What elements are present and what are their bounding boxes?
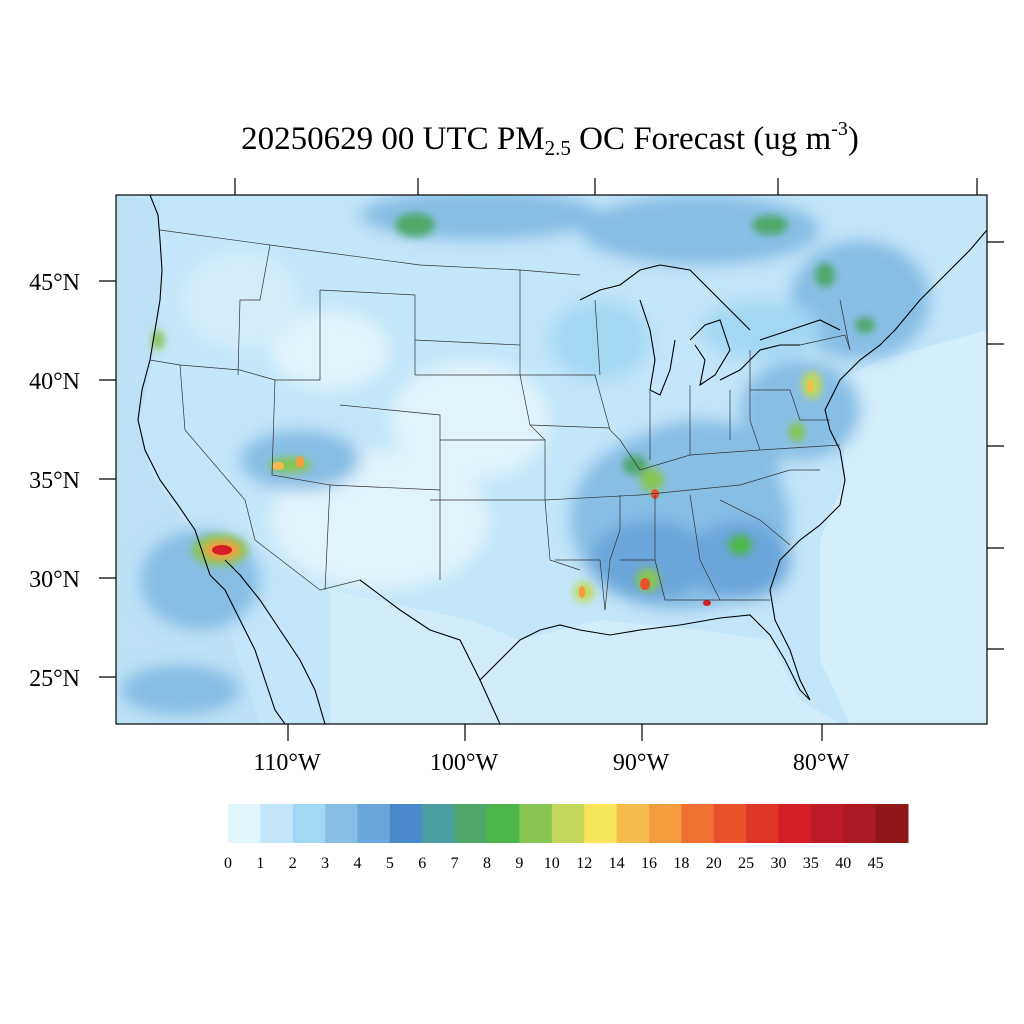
colorbar-swatch xyxy=(551,804,585,843)
colorbar-tick-label: 0 xyxy=(224,855,232,872)
title-subscript: 2.5 xyxy=(544,136,571,160)
right-ticks xyxy=(987,241,1004,650)
colorbar-tick-label: 18 xyxy=(673,855,689,872)
top-ticks xyxy=(234,178,978,195)
state-borders xyxy=(149,229,851,611)
colorbar-swatch xyxy=(616,804,650,843)
longitude-labels: 110°W 100°W 90°W 80°W xyxy=(253,750,849,776)
colorbar-tick-label: 45 xyxy=(868,855,884,872)
colorbar-swatch xyxy=(292,804,326,843)
title-suffix: ) xyxy=(847,121,859,157)
title-superscript: -3 xyxy=(831,118,848,140)
colorbar-tick-label: 2 xyxy=(289,855,297,872)
map-title: 20250629 00 UTC PM2.5 OC Forecast (ug m-… xyxy=(0,118,1024,161)
atlantic-ocean-area xyxy=(820,330,987,724)
colorbar-swatch xyxy=(778,804,812,843)
gulf-of-mexico-area xyxy=(330,590,840,724)
lat-label-40n: 40°N xyxy=(29,369,80,395)
colorbar-tick-label: 16 xyxy=(641,855,657,872)
colorbar-tick-label: 9 xyxy=(515,855,523,872)
colorbar-swatch xyxy=(357,804,391,843)
colorbar-tick-label: 35 xyxy=(803,855,819,872)
lon-label-100w: 100°W xyxy=(430,750,499,776)
colorbar xyxy=(228,804,909,843)
colorbar-swatch xyxy=(875,804,909,843)
colorbar-swatch xyxy=(843,804,877,843)
lat-label-30n: 30°N xyxy=(29,567,80,593)
colorbar-swatch xyxy=(584,804,618,843)
colorbar-swatch xyxy=(810,804,844,843)
lat-label-45n: 45°N xyxy=(29,270,80,296)
title-prefix: 20250629 00 UTC PM xyxy=(241,121,545,157)
lon-label-90w: 90°W xyxy=(613,750,670,776)
colorbar-tick-label: 3 xyxy=(321,855,329,872)
colorbar-tick-label: 6 xyxy=(418,855,426,872)
colorbar-swatch xyxy=(713,804,747,843)
colorbar-swatch xyxy=(681,804,715,843)
colorbar-tick-label: 4 xyxy=(354,855,362,872)
lat-label-25n: 25°N xyxy=(29,666,80,692)
colorbar-swatch xyxy=(746,804,779,843)
colorbar-swatch xyxy=(260,804,294,843)
colorbar-tick-label: 20 xyxy=(706,855,722,872)
map-field xyxy=(116,195,987,724)
colorbar-swatch xyxy=(454,804,488,843)
hotspot-cores xyxy=(212,380,813,606)
lon-label-80w: 80°W xyxy=(793,750,850,776)
latitude-labels: 45°N 40°N 35°N 30°N 25°N xyxy=(29,270,80,692)
lat-label-35n: 35°N xyxy=(29,468,80,494)
lon-label-110w: 110°W xyxy=(253,750,321,776)
title-middle: OC Forecast (ug m xyxy=(570,121,832,157)
colorbar-labels: 0 1 2 3 4 5 6 7 8 9 10 12 14 16 18 20 25 30 35 40 45 xyxy=(224,855,884,872)
colorbar-tick-label: 5 xyxy=(386,855,394,872)
colorbar-swatch xyxy=(325,804,359,843)
colorbar-tick-label: 40 xyxy=(835,855,851,872)
colorbar-tick-label: 1 xyxy=(256,855,264,872)
colorbar-swatch xyxy=(422,804,456,843)
left-ticks xyxy=(99,280,116,678)
map-frame xyxy=(115,194,988,725)
colorbar-tick-label: 7 xyxy=(451,855,459,872)
colorbar-swatch xyxy=(519,804,553,843)
bottom-ticks xyxy=(287,724,823,741)
colorbar-swatch xyxy=(228,804,261,843)
colorbar-swatch xyxy=(389,804,423,843)
colorbar-tick-label: 30 xyxy=(770,855,786,872)
colorbar-tick-label: 10 xyxy=(544,855,560,872)
colorbar-tick-label: 12 xyxy=(576,855,592,872)
colorbar-tick-label: 8 xyxy=(483,855,491,872)
colorbar-tick-label: 25 xyxy=(738,855,754,872)
colorbar-tick-label: 14 xyxy=(609,855,625,872)
colorbar-swatch xyxy=(487,804,520,843)
colorbar-swatch xyxy=(648,804,682,843)
